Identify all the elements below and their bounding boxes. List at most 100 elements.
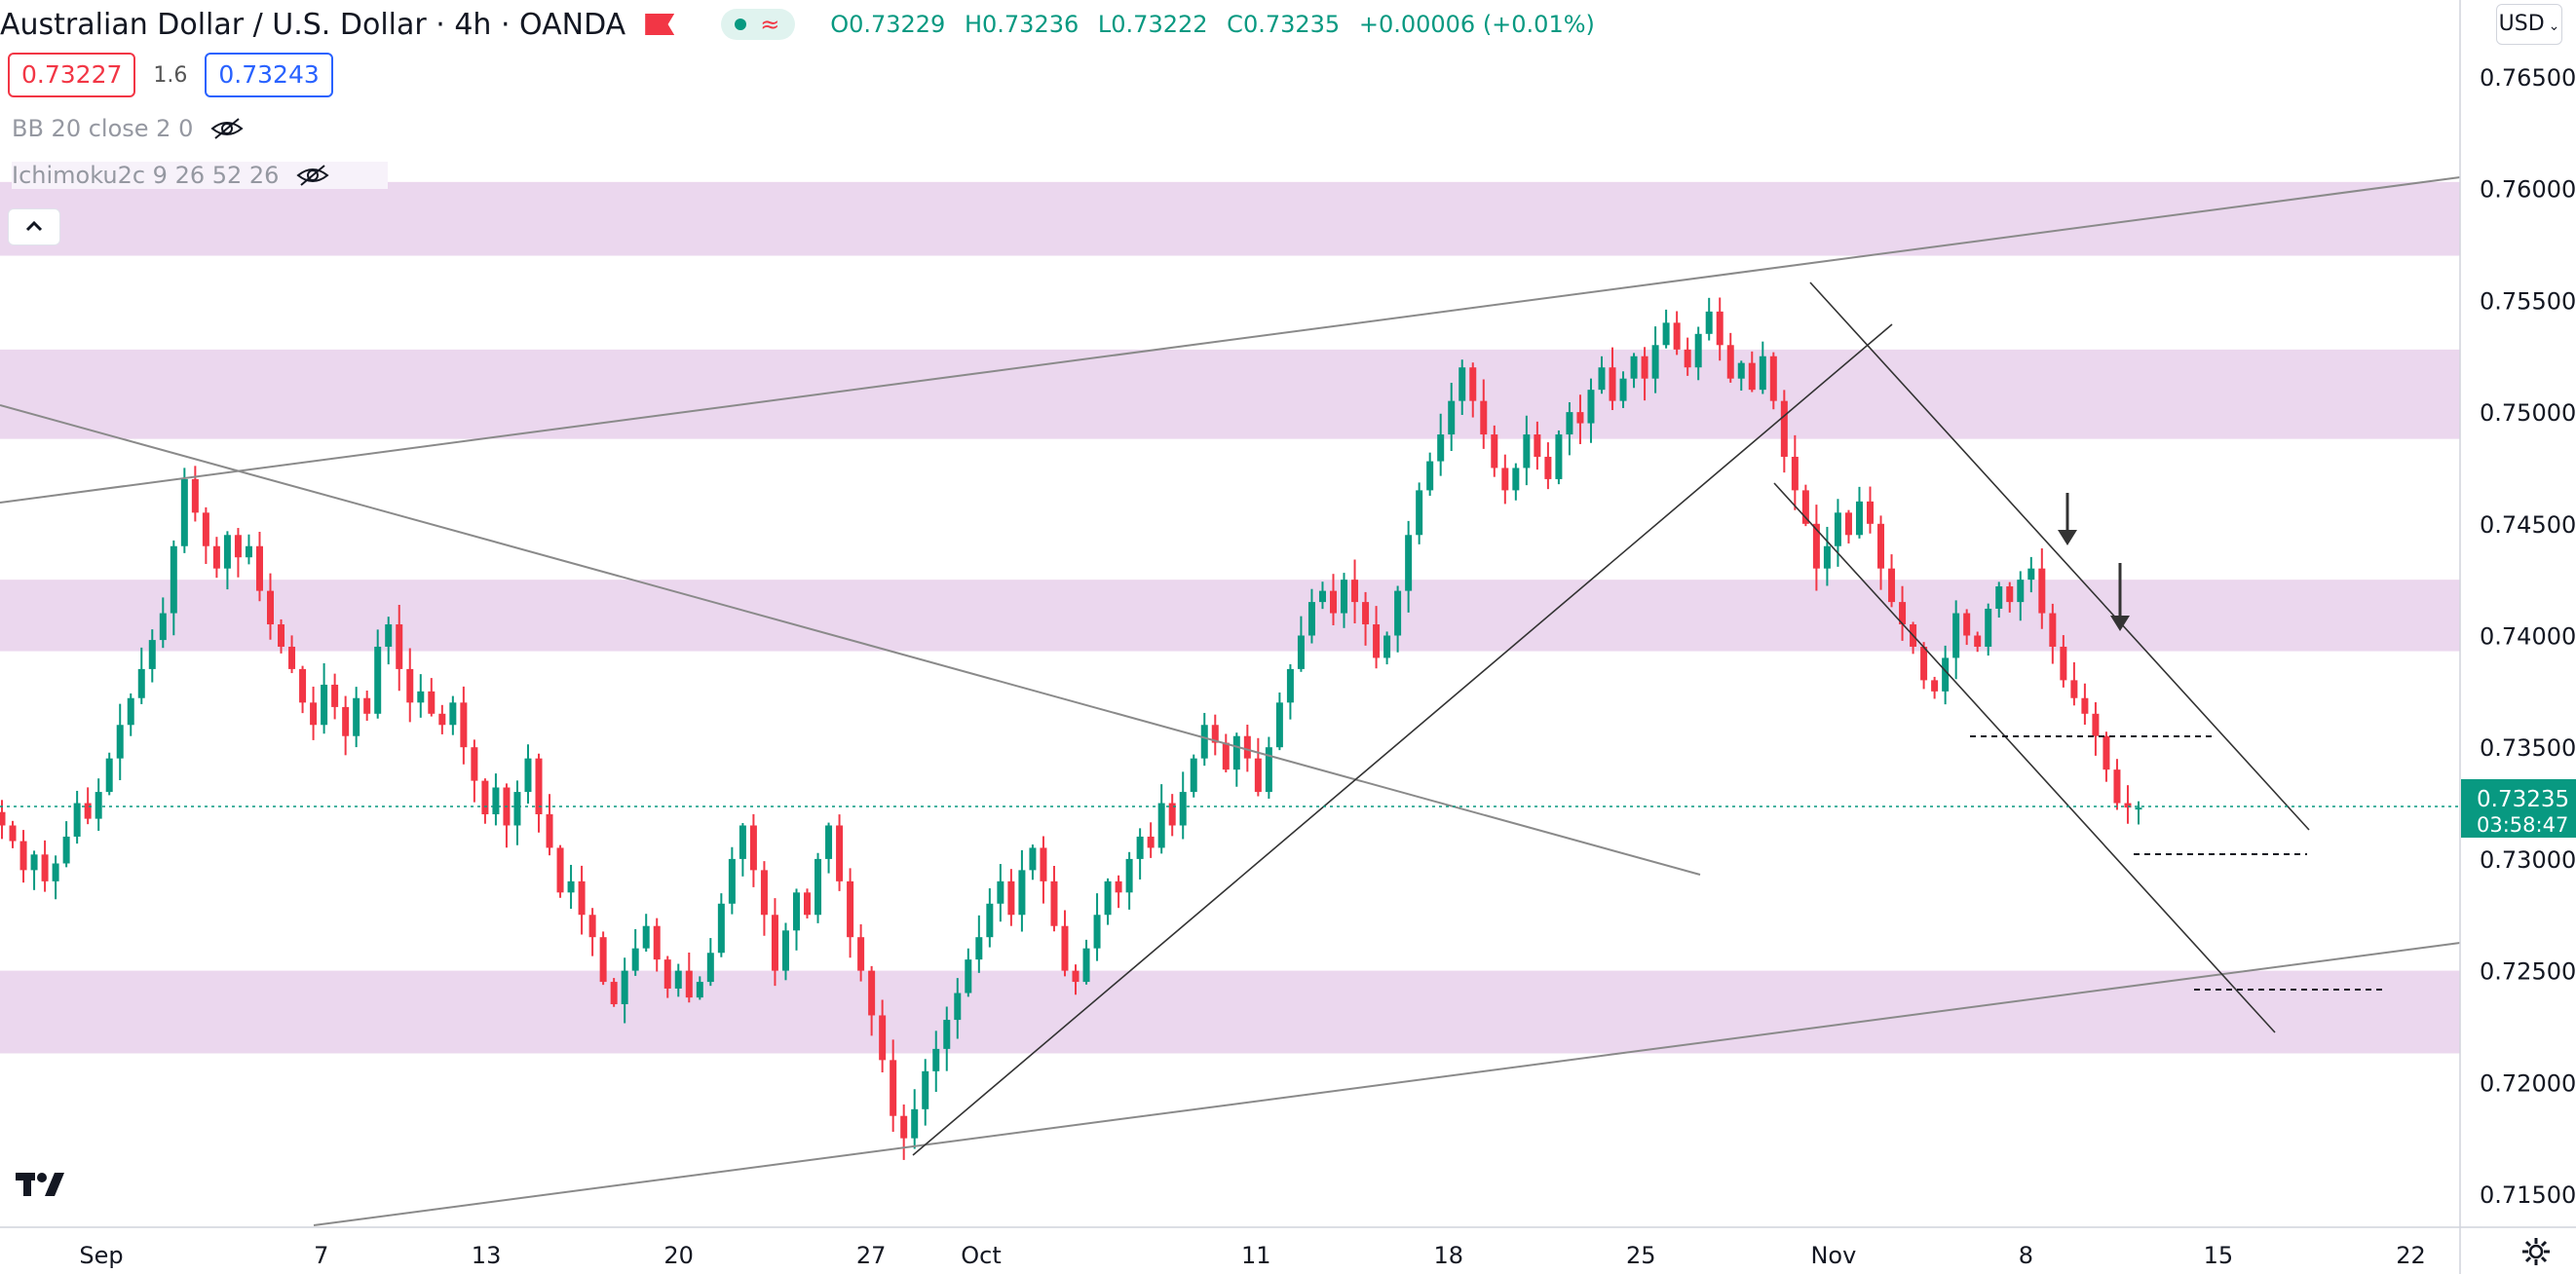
candle-body: [922, 1070, 929, 1109]
price-tick-label: 0.76000: [2480, 176, 2576, 204]
candle-body: [868, 970, 876, 1016]
candle-body: [567, 881, 575, 893]
arrow-down-icon[interactable]: [2110, 616, 2130, 631]
time-tick-label: 18: [1434, 1242, 1464, 1269]
trendline[interactable]: [0, 404, 1701, 876]
candle-body: [653, 925, 661, 960]
candle-body: [1136, 836, 1144, 859]
candle-body: [191, 478, 199, 513]
candle-body: [1705, 311, 1713, 334]
candle-body: [1963, 613, 1971, 636]
candle-body: [749, 825, 757, 871]
candle-body: [2113, 769, 2121, 804]
price-tick-label: 0.73000: [2480, 846, 2576, 874]
indicator-bb[interactable]: BB 20 close 2 0: [12, 115, 244, 142]
candle-body: [2060, 646, 2067, 681]
currency-label: USD: [2498, 12, 2545, 36]
candle-body: [2124, 803, 2132, 808]
candle-body: [1769, 356, 1777, 401]
candle-body: [1512, 468, 1520, 491]
candle-body: [588, 915, 596, 938]
eye-hidden-icon[interactable]: [210, 117, 244, 140]
candle-body: [406, 668, 414, 703]
sell-button[interactable]: 0.73227: [8, 53, 136, 97]
candle-body: [1609, 367, 1616, 401]
candle-body: [1061, 925, 1069, 971]
price-tick-label: 0.76500: [2480, 64, 2576, 92]
candle-body: [911, 1108, 919, 1139]
candle-body: [2135, 807, 2142, 810]
time-tick-label: 8: [2019, 1242, 2033, 1269]
last-price-badge[interactable]: [2461, 778, 2576, 838]
trendline[interactable]: [0, 176, 2461, 504]
time-tick-label: 25: [1626, 1242, 1656, 1269]
candle-body: [717, 903, 725, 954]
candle-body: [1318, 590, 1326, 603]
candle-body: [1093, 915, 1101, 949]
candle-body: [1801, 490, 1809, 524]
candle-body: [1716, 311, 1724, 346]
candle-body: [706, 953, 714, 983]
currency-select[interactable]: USD ⌄: [2496, 4, 2562, 45]
candle-body: [374, 646, 382, 714]
candle-body: [116, 725, 124, 759]
candle-body: [965, 959, 972, 993]
symbol-title[interactable]: Australian Dollar / U.S. Dollar · 4h · O…: [0, 7, 626, 42]
candle-body: [621, 970, 628, 1005]
candle-body: [1254, 758, 1262, 793]
collapse-legend-button[interactable]: [8, 208, 60, 245]
candle-body: [728, 858, 736, 904]
candle-body: [599, 937, 607, 983]
buy-button[interactable]: 0.73243: [205, 53, 333, 97]
candle-body: [1082, 948, 1090, 983]
candle-body: [73, 803, 81, 837]
time-tick-label: 11: [1241, 1242, 1271, 1269]
chart-header: Australian Dollar / U.S. Dollar · 4h · O…: [0, 0, 1595, 49]
candle-body: [30, 854, 38, 871]
trendline[interactable]: [912, 323, 1893, 1156]
candle-body: [1448, 400, 1456, 435]
candle-body: [1341, 580, 1348, 614]
trendline[interactable]: [1809, 281, 2310, 831]
candle-body: [2070, 680, 2078, 698]
candle-body: [1157, 803, 1165, 848]
tradingview-logo[interactable]: [16, 1169, 66, 1200]
candle-body: [1844, 512, 1852, 536]
candle-body: [1920, 646, 1928, 681]
candle-body: [556, 847, 564, 893]
candle-body: [1373, 624, 1381, 658]
candle-body: [578, 881, 586, 916]
eye-hidden-icon[interactable]: [296, 164, 330, 187]
candle-body: [1576, 412, 1584, 424]
candle-body: [1931, 680, 1939, 692]
candle-body: [932, 1048, 940, 1071]
indicator-ichimoku[interactable]: Ichimoku2c 9 26 52 26: [12, 162, 389, 189]
candle-body: [1190, 758, 1197, 793]
trendline[interactable]: [1773, 482, 2276, 1033]
candle-body: [771, 915, 778, 971]
candle-body: [1029, 847, 1037, 871]
arrow-down-icon[interactable]: [2058, 530, 2077, 545]
candle-body: [1405, 535, 1413, 591]
candle-body: [1007, 881, 1015, 916]
flag-icon[interactable]: [645, 14, 674, 35]
candle-body: [1888, 568, 1896, 603]
candle-body: [1598, 367, 1606, 391]
candle-body: [1823, 545, 1831, 569]
candle-body: [1780, 400, 1788, 457]
candle-body: [2102, 735, 2110, 770]
candle-body: [1544, 456, 1552, 479]
candle-body: [2017, 580, 2025, 603]
candle-body: [1942, 657, 1950, 692]
candle-body: [278, 624, 285, 647]
candle-body: [202, 512, 209, 546]
gear-icon[interactable]: [2519, 1235, 2553, 1268]
candle-body: [255, 545, 263, 591]
candle-body: [1072, 970, 1080, 983]
candle-body: [1265, 747, 1272, 793]
candle-body: [1877, 523, 1885, 569]
market-status-toggle[interactable]: ≈: [721, 9, 796, 40]
market-open-icon: [735, 19, 747, 30]
trendline[interactable]: [313, 942, 2461, 1226]
